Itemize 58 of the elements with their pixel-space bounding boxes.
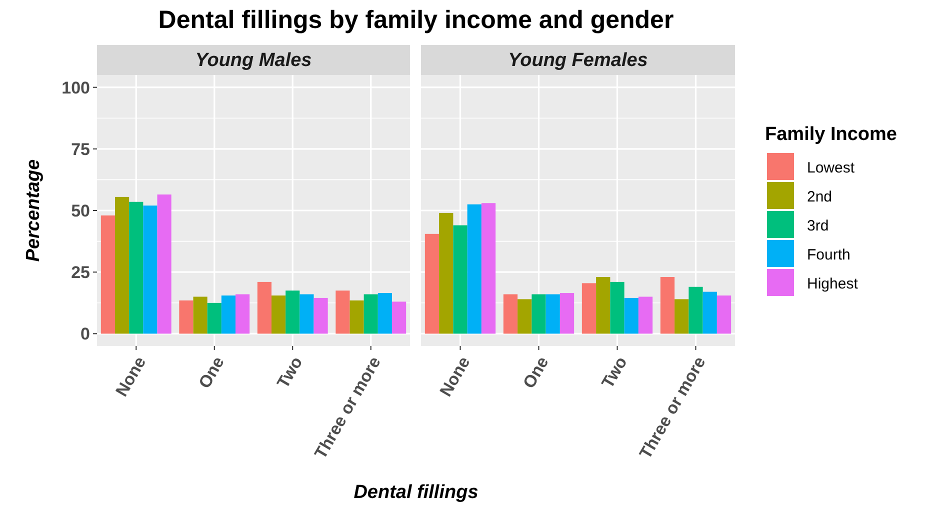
- bar: [286, 290, 300, 334]
- legend-label: Lowest: [807, 159, 856, 176]
- bar: [350, 300, 364, 334]
- bar: [392, 302, 406, 334]
- bar: [314, 298, 328, 334]
- bar: [532, 294, 546, 334]
- x-tick-label: Two: [598, 353, 631, 392]
- bar: [610, 282, 624, 334]
- bar: [660, 277, 675, 334]
- y-tick-label: 75: [71, 140, 90, 159]
- bar: [582, 283, 596, 334]
- bar: [236, 294, 250, 334]
- bar: [638, 296, 653, 334]
- legend-label: Highest: [807, 275, 859, 292]
- bar: [207, 302, 222, 334]
- bar: [624, 298, 638, 334]
- bar: [424, 234, 440, 334]
- bar: [546, 294, 560, 334]
- y-tick-label: 100: [62, 78, 90, 98]
- bar: [193, 296, 208, 334]
- bar: [129, 202, 144, 334]
- legend-title: Family Income: [765, 124, 897, 145]
- legend-label: 2nd: [807, 188, 832, 206]
- bar: [702, 292, 717, 334]
- bar: [716, 295, 732, 334]
- bar: [336, 290, 350, 334]
- bar: [674, 299, 689, 334]
- bar: [453, 225, 468, 334]
- legend-label: 3rd: [807, 217, 829, 234]
- y-axis-title: Percentage: [23, 158, 44, 262]
- bar: [271, 295, 286, 334]
- bar: [221, 295, 236, 334]
- x-tick-label: Two: [273, 353, 306, 392]
- bar: [378, 293, 392, 334]
- bar: [481, 203, 496, 334]
- chart-subtitle: Young Females: [508, 50, 648, 71]
- bar: [518, 299, 532, 334]
- bar: [179, 300, 194, 334]
- y-tick-label: 25: [71, 263, 90, 282]
- bar: [257, 282, 272, 334]
- bar: [439, 212, 454, 334]
- bar: [300, 294, 314, 334]
- chart-subtitle: Young Males: [195, 50, 312, 71]
- bar: [364, 294, 378, 334]
- x-axis-title: Dental fillings: [354, 482, 478, 503]
- bar: [157, 194, 172, 334]
- y-tick-label: 50: [71, 201, 90, 220]
- legend-label: Fourth: [807, 246, 850, 264]
- bar: [503, 294, 518, 334]
- bar: [100, 215, 115, 334]
- chart-title: Dental fillings by family income and gender: [158, 6, 674, 34]
- bar: [596, 277, 610, 334]
- bar: [467, 204, 482, 334]
- bar: [688, 286, 703, 334]
- bar: [114, 196, 130, 334]
- bar: [143, 206, 158, 334]
- y-tick-label: 0: [80, 324, 90, 344]
- bar: [560, 293, 574, 334]
